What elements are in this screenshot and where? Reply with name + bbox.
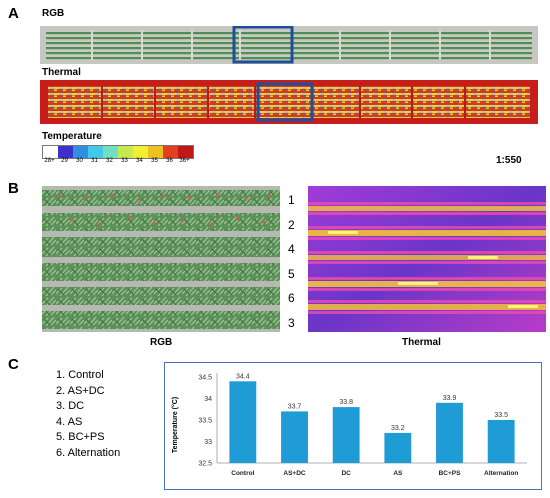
bar	[332, 407, 360, 463]
rgb-highlight-box	[232, 26, 294, 64]
treatment-legend: 1. Control 2. AS+DC 3. DC 4. AS 5. BC+PS…	[56, 368, 120, 461]
rgb-field-strip	[40, 26, 538, 64]
bar-value-label: 33.9	[443, 395, 457, 402]
colorbar-ticks: 28+ 29 30 31 32 33 34 35 36 36+	[42, 158, 192, 164]
temperature-bar-chart: Temperature (°C) 32.5 33 33.5 34 34.5 34.4 Co…	[164, 362, 542, 490]
y-axis-label: Temperature (°C)	[171, 397, 179, 453]
panel-b-letter: B	[8, 180, 19, 197]
bar	[384, 432, 412, 463]
y-tick-label: 34	[204, 396, 212, 403]
temperature-label: Temperature	[42, 131, 102, 142]
x-tick-label: AS+DC	[283, 470, 306, 477]
bar	[229, 381, 257, 463]
y-tick-label: 33	[204, 439, 212, 446]
x-tick-label: AS	[393, 470, 403, 477]
panel-c-letter: C	[8, 356, 19, 373]
colorbar-tick: 34	[136, 158, 143, 164]
plot-number: 4	[288, 242, 295, 256]
bar	[281, 411, 308, 463]
legend-item: 3. DC	[56, 400, 85, 412]
thermal-highlight-box	[256, 82, 314, 122]
plot-number: 1	[288, 193, 295, 207]
panel-a-letter: A	[8, 5, 19, 22]
plot-number: 3	[288, 316, 295, 330]
thermal-caption: Thermal	[402, 337, 441, 348]
panel-a-thermal-label: Thermal	[42, 67, 81, 78]
bar-value-label: 33.5	[494, 412, 508, 419]
thermal-closeup-image	[308, 186, 546, 332]
y-tick-label: 32.5	[198, 461, 212, 468]
legend-item: 4. AS	[56, 415, 83, 428]
colorbar-tick: 31	[91, 158, 98, 164]
temperature-colorbar	[42, 145, 194, 159]
bar-value-label: 33.7	[288, 403, 302, 410]
colorbar-tick: 32	[106, 158, 113, 164]
colorbar-tick: 36+	[179, 158, 190, 164]
legend-item: 1. Control	[56, 369, 104, 381]
colorbar-tick: 33	[121, 158, 128, 164]
legend-item: 2. AS+DC	[56, 384, 105, 397]
thermal-field-strip	[40, 80, 538, 124]
colorbar-tick: 30	[76, 158, 83, 164]
x-tick-label: Control	[231, 470, 254, 477]
colorbar-tick: 36	[166, 158, 173, 164]
scale-label: 1:550	[496, 155, 522, 166]
y-tick-label: 33.5	[198, 418, 212, 425]
bar	[436, 402, 463, 463]
panel-a-rgb-label: RGB	[42, 8, 65, 19]
legend-item: 6. Alternation	[56, 446, 121, 459]
legend-item: 5. BC+PS	[56, 431, 105, 443]
plot-number: 6	[288, 291, 295, 305]
rgb-closeup-image	[42, 186, 280, 332]
x-tick-label: BC+PS	[439, 470, 462, 477]
y-tick-label: 34.5	[198, 375, 212, 382]
x-tick-label: Alternation	[484, 470, 518, 477]
colorbar-tick: 28+	[44, 158, 55, 164]
plot-number-column: 1 2 4 5 6 3	[284, 186, 304, 332]
bar-value-label: 33.8	[339, 399, 353, 406]
bar	[487, 420, 515, 463]
bar-value-label: 33.2	[391, 425, 405, 432]
colorbar-tick: 35	[151, 158, 158, 164]
x-tick-label: DC	[341, 470, 351, 477]
plot-number: 2	[288, 218, 295, 232]
bar-chart-svg: Temperature (°C) 32.5 33 33.5 34 34.5 34.4 Co…	[171, 373, 527, 477]
rgb-caption: RGB	[150, 337, 173, 348]
plot-number: 5	[288, 267, 295, 281]
colorbar-tick: 29	[61, 158, 68, 164]
bar-value-label: 34.4	[236, 373, 250, 380]
